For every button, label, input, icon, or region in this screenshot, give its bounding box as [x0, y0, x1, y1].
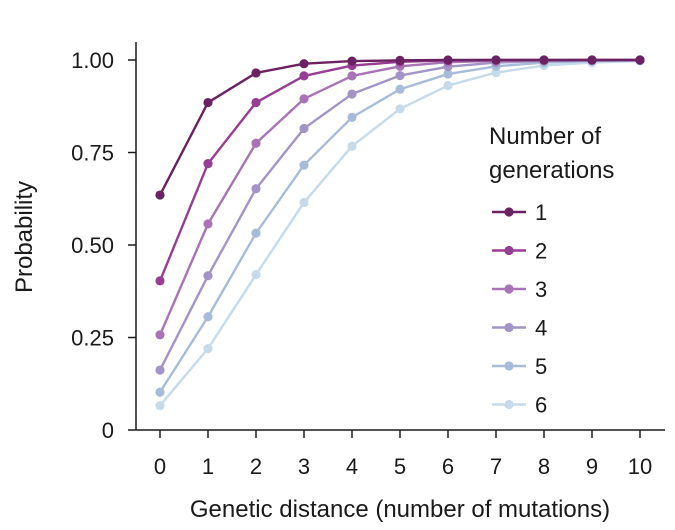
legend-label: 3 [535, 277, 547, 302]
data-point [251, 184, 261, 194]
data-point [347, 71, 357, 81]
data-point [443, 80, 453, 91]
legend-item-4: 4 [492, 316, 547, 341]
x-axis-title: Genetic distance (number of mutations) [190, 496, 610, 523]
x-tick-label: 7 [490, 454, 502, 479]
data-point [251, 97, 261, 108]
legend-label: 6 [535, 393, 547, 418]
data-point [347, 141, 357, 151]
x-tick-label: 1 [202, 454, 214, 479]
legend-swatch-marker [504, 361, 514, 371]
legend-item-3: 3 [492, 277, 547, 302]
legend-swatch-marker [504, 284, 514, 294]
data-point [443, 69, 453, 79]
x-tick-label: 9 [586, 454, 598, 479]
data-point [347, 56, 357, 66]
y-tick-label: 0.75 [71, 141, 114, 166]
data-point [203, 219, 213, 229]
data-point [155, 387, 165, 397]
data-point [251, 228, 261, 238]
data-point [395, 55, 405, 65]
x-tick-label: 5 [394, 454, 406, 479]
x-tick-label: 3 [298, 454, 310, 479]
y-tick-label: 1.00 [71, 48, 114, 73]
data-point [299, 123, 309, 134]
legend-item-5: 5 [492, 354, 547, 379]
x-tick-label: 0 [154, 454, 166, 479]
data-point [347, 89, 357, 99]
legend-label: 2 [535, 239, 547, 264]
data-point [203, 312, 213, 322]
data-point [203, 271, 213, 281]
data-point [299, 160, 309, 170]
x-tick-label: 10 [628, 454, 652, 479]
x-tick-label: 8 [538, 454, 550, 479]
legend-title-line-2: generations [489, 157, 614, 184]
legend-swatch-marker [504, 322, 514, 333]
legend-item-2: 2 [492, 239, 547, 264]
data-point [251, 270, 261, 280]
series-3 [155, 55, 645, 340]
data-point [155, 330, 165, 340]
legend: Number of generations 1 2 3 4 5 6 [489, 123, 614, 418]
legend-item-1: 1 [492, 200, 547, 225]
data-point [299, 197, 309, 208]
legend-label: 1 [535, 200, 547, 225]
legend-swatch-marker [504, 399, 514, 410]
series-layer [155, 55, 645, 411]
legend-swatch-marker [504, 207, 514, 217]
y-tick-label: 0.50 [71, 233, 114, 258]
data-point [443, 55, 453, 65]
data-point [203, 159, 213, 169]
series-1 [155, 55, 645, 200]
data-point [155, 400, 165, 411]
series-6 [155, 56, 645, 411]
axes: 0 1 2 3 4 5 6 7 8 9 10 0 0.25 0.50 0.75 1.00 [71, 42, 665, 479]
series-4 [155, 55, 645, 375]
legend-label: 4 [535, 316, 547, 341]
data-point [491, 67, 501, 78]
data-point [299, 94, 309, 104]
data-point [347, 112, 357, 122]
x-tick-label: 2 [250, 454, 262, 479]
legend-swatch-marker [504, 245, 514, 256]
data-point [491, 55, 501, 65]
data-point [395, 84, 405, 94]
legend-title-line-1: Number of [489, 123, 601, 150]
legend-item-6: 6 [492, 393, 547, 418]
data-point [203, 344, 213, 354]
y-tick-label: 0 [102, 418, 114, 443]
data-point [251, 68, 261, 78]
data-point [539, 55, 549, 65]
data-point [299, 71, 309, 81]
data-point [587, 55, 597, 65]
y-tick-label: 0.25 [71, 326, 114, 351]
legend-label: 5 [535, 354, 547, 379]
data-point [251, 138, 261, 148]
x-tick-label: 6 [442, 454, 454, 479]
y-axis-title: Probability [11, 181, 38, 293]
data-point [155, 365, 165, 375]
data-point [299, 59, 309, 69]
data-point [155, 190, 165, 200]
data-point [395, 70, 405, 81]
data-point [203, 97, 213, 108]
x-tick-label: 4 [346, 454, 358, 479]
series-line [158, 58, 640, 336]
data-point [635, 55, 645, 65]
data-point [155, 276, 165, 286]
data-point [395, 104, 405, 114]
